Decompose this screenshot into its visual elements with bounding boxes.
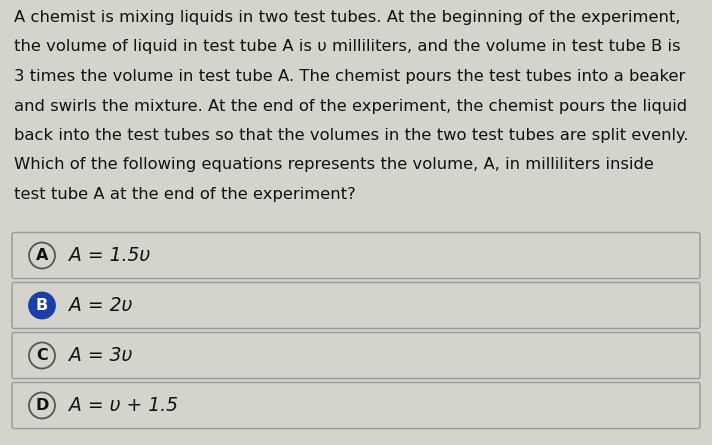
Text: the volume of liquid in test tube A is υ milliliters, and the volume in test tub: the volume of liquid in test tube A is υ… <box>14 40 681 54</box>
Text: A chemist is mixing liquids in two test tubes. At the beginning of the experimen: A chemist is mixing liquids in two test … <box>14 10 681 25</box>
Text: A = 1.5υ: A = 1.5υ <box>69 246 150 265</box>
Text: Which of the following equations represents the volume, A, in milliliters inside: Which of the following equations represe… <box>14 158 654 173</box>
Circle shape <box>29 392 55 418</box>
FancyBboxPatch shape <box>12 332 700 379</box>
FancyBboxPatch shape <box>12 232 700 279</box>
Text: back into the test tubes so that the volumes in the two test tubes are split eve: back into the test tubes so that the vol… <box>14 128 689 143</box>
FancyBboxPatch shape <box>12 283 700 328</box>
Text: B: B <box>36 298 48 313</box>
Text: A = υ + 1.5: A = υ + 1.5 <box>69 396 178 415</box>
Text: A = 2υ: A = 2υ <box>69 296 132 315</box>
Text: A = 3υ: A = 3υ <box>69 346 132 365</box>
Text: 3 times the volume in test tube A. The chemist pours the test tubes into a beake: 3 times the volume in test tube A. The c… <box>14 69 686 84</box>
Text: test tube A at the end of the experiment?: test tube A at the end of the experiment… <box>14 187 356 202</box>
Text: A: A <box>36 248 48 263</box>
Text: and swirls the mixture. At the end of the experiment, the chemist pours the liqu: and swirls the mixture. At the end of th… <box>14 98 687 113</box>
FancyBboxPatch shape <box>12 383 700 429</box>
Text: C: C <box>36 348 48 363</box>
Text: D: D <box>36 398 48 413</box>
Circle shape <box>29 343 55 368</box>
Circle shape <box>29 243 55 268</box>
Circle shape <box>29 292 55 319</box>
